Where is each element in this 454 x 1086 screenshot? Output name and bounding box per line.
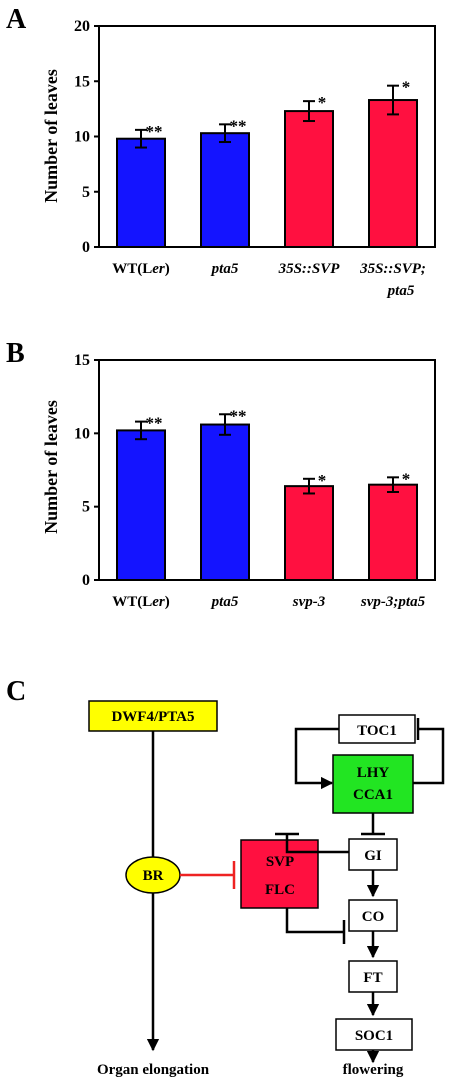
- significance-marker: **: [146, 122, 163, 141]
- category-label-line2: pta5: [386, 283, 415, 299]
- significance-marker: **: [230, 116, 247, 135]
- category-label: 35S::SVP;: [359, 261, 426, 277]
- category-label: svp-3: [292, 594, 326, 610]
- y-tick-label: 0: [82, 239, 90, 256]
- bar: [200, 423, 250, 581]
- category-label: svp-3;pta5: [360, 594, 426, 610]
- y-tick-label: 0: [82, 572, 90, 589]
- soc1-label: SOC1: [355, 1028, 393, 1044]
- significance-marker: *: [402, 469, 411, 488]
- dwf4-pta5-label: DWF4/PTA5: [111, 709, 194, 725]
- lhy-cca1-inhibits-toc1-loop: [413, 727, 445, 785]
- panel-b: B Number of leaves 051015**WT(Ler)**pta5…: [6, 338, 436, 610]
- category-label: 35S::SVP: [278, 261, 341, 277]
- toc1-box: [338, 714, 416, 744]
- cca1-label: CCA1: [353, 787, 393, 803]
- y-tick-label: 15: [74, 73, 90, 90]
- ft-box: [348, 960, 398, 993]
- panel-b-letter: B: [6, 338, 25, 369]
- toc1-label: TOC1: [357, 723, 397, 739]
- gi-label: GI: [364, 848, 382, 864]
- svp-label: SVP: [266, 854, 294, 870]
- chart-b: 0 5 10 15 ** WT(Ler) ** pta5 * svp-3 * svp-3;pta5: [74, 352, 436, 610]
- panel-a-letter: A: [6, 4, 27, 35]
- flc-label: FLC: [265, 882, 295, 898]
- y-tick-label: 15: [74, 352, 90, 369]
- y-tick-label: 20: [74, 18, 90, 35]
- y-tick-label: 5: [82, 499, 90, 516]
- panel-c-letter: C: [6, 676, 26, 707]
- flowering-label: flowering: [343, 1062, 404, 1078]
- svp-flc-inhibits-ft-line: [285, 908, 344, 934]
- plot-frame: [98, 359, 436, 581]
- bar: [116, 137, 166, 249]
- organ-elongation-label: Organ elongation: [97, 1062, 210, 1078]
- soc1-box: [335, 1018, 413, 1051]
- category-label: WT(Ler): [112, 594, 170, 610]
- bar: [284, 110, 334, 248]
- chart-a: 0 5 10 15 20**WT(Ler) **pta5 *35S::SVP *35S::SV…: [74, 18, 436, 299]
- toc1-activates-lhy-cca1-loop: [294, 727, 339, 790]
- bar: [368, 99, 418, 248]
- lhy-label: LHY: [357, 765, 390, 781]
- significance-marker: *: [318, 93, 327, 112]
- co-label: CO: [362, 909, 385, 925]
- panel-b-y-axis-title: Number of leaves: [41, 400, 61, 534]
- panel-a-y-axis-title: Number of leaves: [41, 69, 61, 203]
- significance-marker: *: [318, 471, 327, 490]
- panel-c-diagram: C DWF4/PTA5 BR SVP FLC TOC1 LHY CCA1: [6, 676, 445, 1078]
- y-tick-label: 5: [82, 184, 90, 201]
- gi-inhibits-svp-flc-line: [285, 834, 349, 854]
- category-label: pta5: [210, 594, 239, 610]
- ft-label: FT: [363, 970, 382, 986]
- significance-marker: *: [402, 78, 411, 97]
- significance-marker: **: [146, 414, 163, 433]
- panel-a: A Number of leaves 05101520**WT(Ler)**pt…: [6, 4, 436, 299]
- y-tick-label: 10: [74, 129, 90, 146]
- category-label: WT(Ler): [112, 261, 170, 277]
- lhy-cca1-box: [332, 754, 414, 814]
- bar: [200, 132, 250, 248]
- co-box: [348, 899, 398, 932]
- bar: [368, 483, 418, 581]
- bar: [116, 429, 166, 581]
- significance-marker: **: [230, 406, 247, 425]
- dwf4-pta5-box: [88, 700, 218, 732]
- bar: [284, 485, 334, 581]
- y-tick-label: 10: [74, 425, 90, 442]
- br-label: BR: [143, 868, 164, 884]
- category-label: pta5: [210, 261, 239, 277]
